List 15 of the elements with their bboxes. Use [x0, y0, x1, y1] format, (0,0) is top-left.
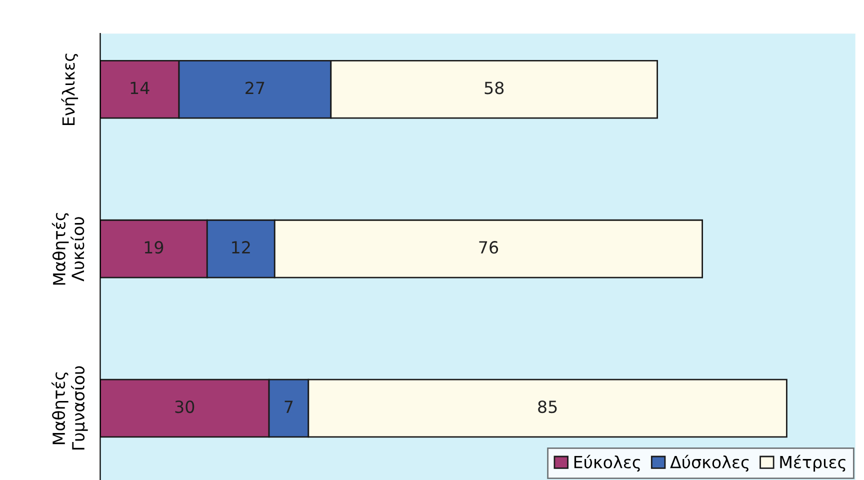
- data-label: 27: [246, 82, 264, 94]
- legend-label: Μέτριες: [780, 454, 846, 472]
- data-label: 12: [232, 241, 250, 254]
- y-tick-label: Ενήλικες: [61, 54, 78, 126]
- data-label: 76: [479, 241, 498, 254]
- data-label: 58: [484, 82, 504, 94]
- legend-label: Δύσκολες: [670, 454, 749, 472]
- y-tick-label: Μαθητές Λυκείου: [52, 213, 84, 285]
- data-label: 7: [284, 400, 293, 413]
- data-label: 19: [144, 241, 164, 254]
- data-label: 30: [175, 400, 194, 414]
- legend-label: Εύκολες: [574, 454, 640, 472]
- data-label: 85: [538, 400, 557, 414]
- y-tick-label: Μαθητές Γυμνασίου: [52, 366, 88, 450]
- data-label: 14: [130, 82, 150, 94]
